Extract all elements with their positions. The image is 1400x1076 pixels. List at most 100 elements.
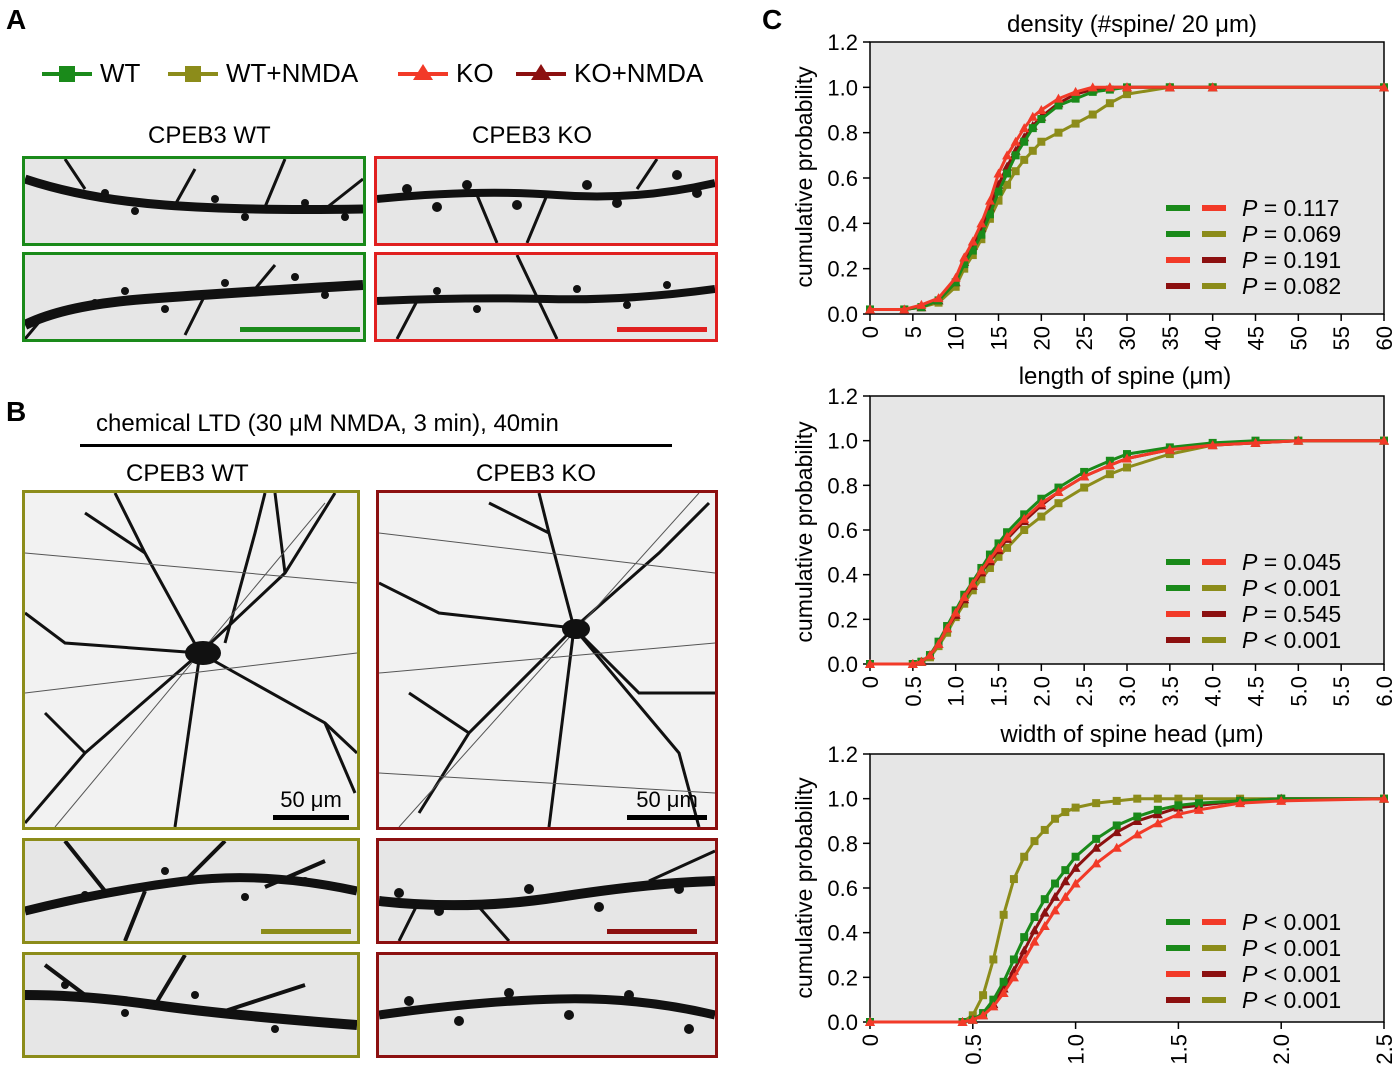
x-tick-label: 55 — [1329, 326, 1354, 350]
legend-marker-ko-icon — [398, 63, 448, 80]
data-point — [1122, 453, 1132, 463]
data-point — [950, 272, 961, 282]
data-point — [1174, 801, 1183, 810]
neuron-icon — [379, 493, 715, 827]
dendrite-icon — [377, 159, 715, 243]
chart-width: width of spine head (μm) cumulative prob… — [791, 721, 1397, 1065]
data-point — [1020, 526, 1029, 534]
data-point — [1071, 119, 1080, 128]
data-point — [1028, 124, 1037, 133]
data-point — [1071, 94, 1080, 103]
legend-item-wt-nmda: WT+NMDA — [166, 58, 358, 89]
y-tick-label: 0.4 — [827, 921, 858, 946]
y-tick-label: 0.6 — [827, 876, 858, 901]
data-point — [968, 251, 977, 260]
panel-a-ko-title: CPEB3 KO — [472, 122, 593, 149]
data-point — [985, 210, 994, 219]
y-tick-label: 0.8 — [827, 473, 858, 498]
legend-item-ko: KO — [396, 58, 494, 89]
data-point — [1028, 146, 1037, 155]
panel-b-ko-scale-bar — [627, 815, 707, 820]
panel-b-wt-dendrite-image-2 — [22, 952, 360, 1058]
x-tick-label: 5 — [901, 326, 926, 338]
pvalue-label: P = 0.117 — [1242, 195, 1339, 221]
data-point — [1020, 852, 1029, 861]
x-tick-label: 3.0 — [1115, 676, 1140, 707]
y-tick-label: 1.0 — [827, 787, 858, 812]
data-point — [1153, 805, 1162, 814]
pvalue-label: P = 0.545 — [1242, 601, 1341, 627]
x-tick-label: 40 — [1201, 326, 1226, 350]
data-point — [1104, 460, 1115, 470]
data-point — [1088, 87, 1097, 96]
panel-a-wt-dendrite-image-1 — [22, 156, 366, 246]
pvalue-label: P < 0.001 — [1242, 627, 1341, 653]
x-tick-label: 2.5 — [1372, 1034, 1397, 1065]
data-point — [1050, 905, 1061, 915]
data-point — [1051, 879, 1060, 888]
panel-b-ko-neuron-image: 50 μm — [376, 490, 718, 830]
y-tick-label: 0.8 — [827, 831, 858, 856]
data-point — [865, 304, 875, 314]
data-point — [1020, 155, 1029, 164]
data-point — [1053, 93, 1064, 103]
data-point — [1079, 471, 1090, 481]
series-line-wt — [870, 797, 1384, 1024]
data-point — [1207, 440, 1218, 450]
data-point — [1105, 99, 1114, 108]
data-point — [968, 586, 977, 595]
data-point — [984, 195, 995, 205]
data-point — [1050, 891, 1061, 901]
x-tick-label: 0 — [858, 326, 883, 338]
data-point — [1029, 936, 1040, 946]
data-point — [967, 236, 978, 246]
data-point — [1060, 891, 1071, 901]
data-point — [957, 1017, 968, 1026]
x-tick-label: 25 — [1072, 326, 1097, 350]
data-point — [1061, 808, 1070, 817]
data-point — [1036, 105, 1047, 114]
data-point — [993, 168, 1004, 178]
x-tick-label: 0 — [858, 676, 883, 688]
data-point — [1020, 933, 1029, 942]
x-tick-label: 15 — [987, 326, 1012, 350]
data-point — [1122, 82, 1132, 92]
panel-letter-a: A — [6, 4, 27, 35]
data-point — [1293, 435, 1304, 445]
data-point — [1019, 513, 1030, 523]
data-point — [1194, 794, 1203, 803]
data-point — [1174, 794, 1183, 803]
dendrite-icon — [25, 159, 363, 221]
data-point — [1053, 487, 1064, 497]
data-point — [1036, 498, 1047, 508]
data-point — [933, 293, 944, 303]
data-point — [1002, 531, 1013, 541]
data-point — [976, 218, 987, 228]
data-point — [1091, 842, 1102, 852]
data-point — [865, 1017, 875, 1026]
y-tick-label: 0.0 — [827, 652, 858, 677]
data-point — [1173, 809, 1184, 819]
data-point — [1092, 834, 1101, 843]
x-tick-label: 5.0 — [1286, 676, 1311, 707]
data-point — [1071, 803, 1080, 812]
data-point — [1054, 101, 1063, 110]
neuron-icon — [25, 493, 357, 827]
data-point — [916, 656, 927, 666]
pvalue-label: P = 0.191 — [1242, 247, 1341, 273]
data-point — [950, 607, 961, 617]
data-point — [988, 1001, 999, 1011]
data-point — [978, 1010, 989, 1020]
data-point — [1051, 814, 1060, 823]
y-tick-label: 0.2 — [827, 607, 858, 632]
data-point — [1193, 804, 1204, 814]
data-point — [1019, 954, 1030, 964]
data-point — [1379, 82, 1389, 92]
panel-b-header: chemical LTD (30 μM NMDA, 3 min), 40min — [96, 410, 559, 437]
series-line-ko — [870, 797, 1385, 1024]
data-point — [1019, 123, 1030, 133]
data-point — [1080, 483, 1089, 492]
chart-width-ylabel: cumulative probability — [791, 777, 817, 999]
panel-b-ko-dendrite-image-1 — [376, 838, 718, 944]
data-point — [960, 260, 969, 269]
